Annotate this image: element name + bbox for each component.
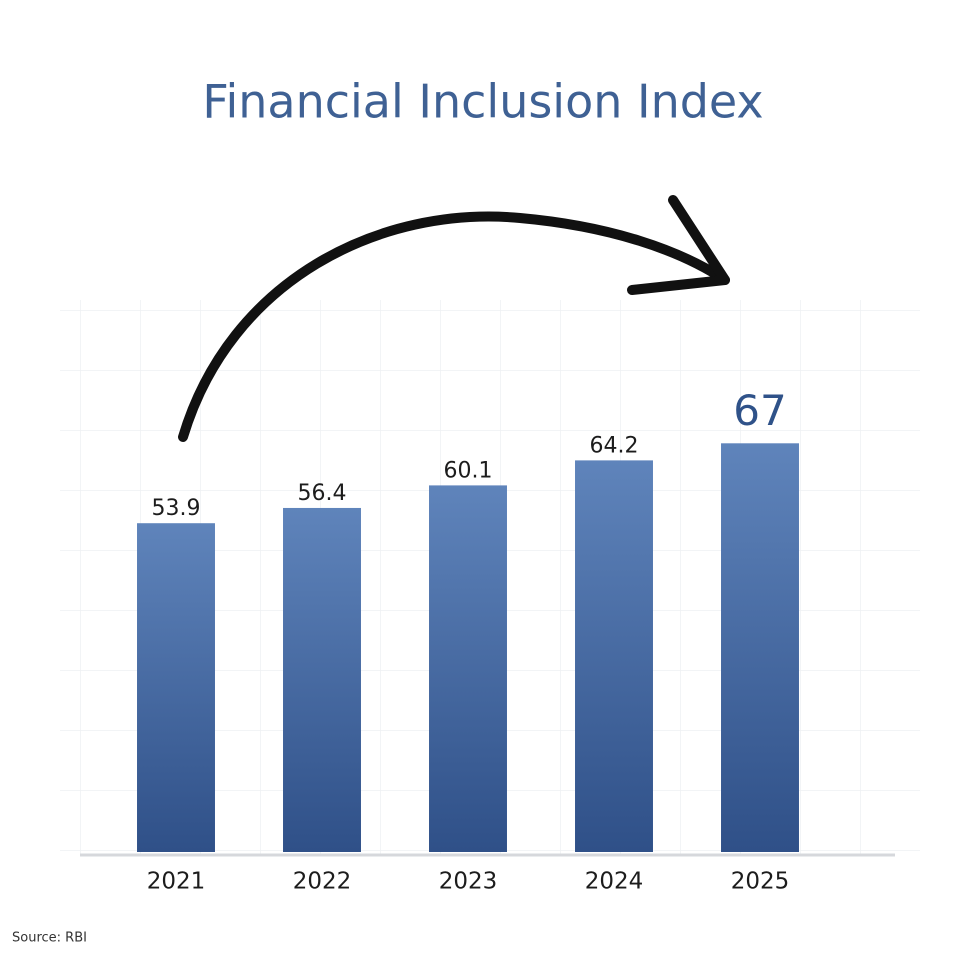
bar xyxy=(137,523,215,852)
value-label: 53.9 xyxy=(152,496,201,521)
value-label: 60.1 xyxy=(444,458,493,483)
chart-title: Financial Inclusion Index xyxy=(202,75,763,129)
source-note: Source: RBI xyxy=(12,931,87,946)
bar xyxy=(429,485,507,852)
arrow-head xyxy=(627,195,730,295)
bar xyxy=(721,443,799,852)
x-tick-label: 2022 xyxy=(293,869,352,895)
x-tick-label: 2025 xyxy=(731,869,790,895)
x-tick-label: 2023 xyxy=(439,869,498,895)
value-label: 64.2 xyxy=(590,433,639,458)
value-label: 56.4 xyxy=(298,481,347,506)
value-label: 67 xyxy=(733,386,786,435)
x-tick-label: 2024 xyxy=(585,869,644,895)
bar xyxy=(283,507,361,852)
bar xyxy=(575,460,653,852)
x-tick-label: 2021 xyxy=(147,869,206,895)
trend-arrow xyxy=(178,211,730,442)
